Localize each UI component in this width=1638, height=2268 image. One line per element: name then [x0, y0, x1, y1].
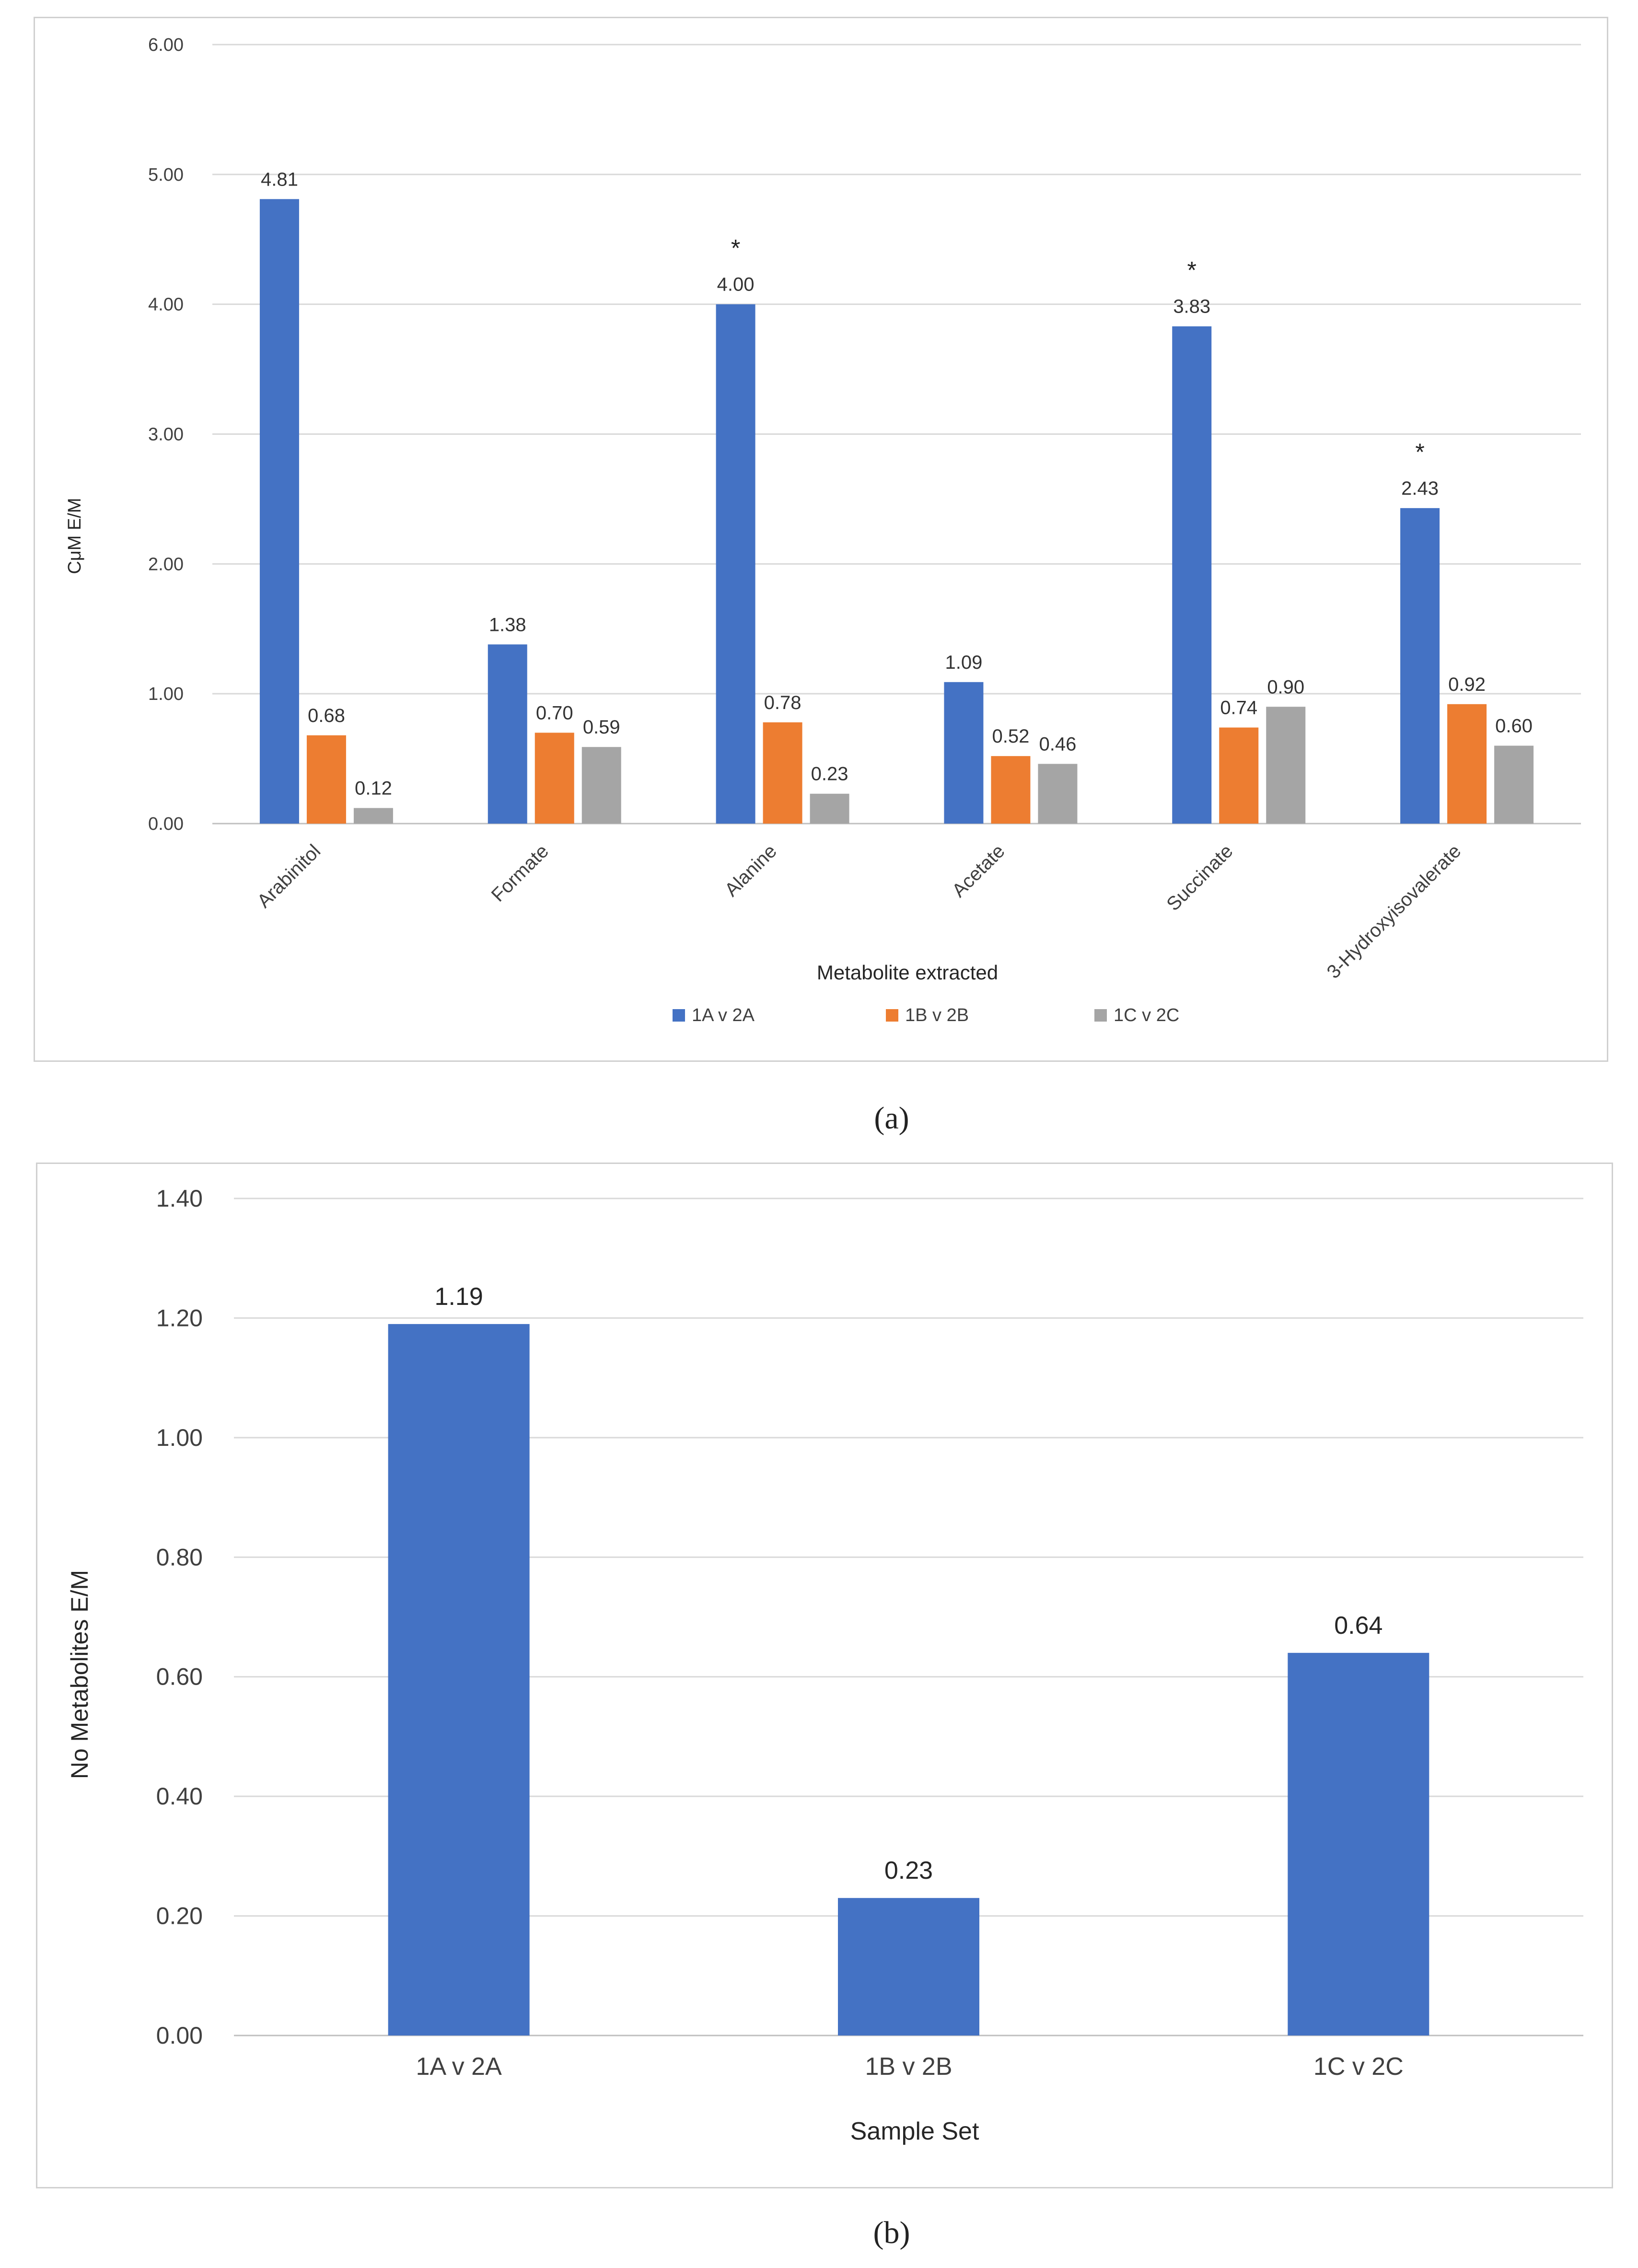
chart-a-bar [1494, 745, 1534, 824]
chart-b-bar [388, 1324, 530, 2035]
chart-a-data-label: 0.12 [355, 778, 392, 799]
chart-a-data-label: 0.23 [811, 764, 848, 785]
chart-a-bar [1172, 326, 1212, 824]
chart-b-data-label: 1.19 [435, 1283, 483, 1311]
chart-a-legend-label: 1A v 2A [692, 1005, 755, 1025]
chart-b-y-tick-label: 1.40 [156, 1185, 203, 1212]
chart-a-data-label: 0.60 [1495, 716, 1533, 737]
chart-a-data-label: 0.46 [1039, 733, 1076, 755]
chart-a-bar [1447, 704, 1487, 824]
chart-a-bar [944, 682, 984, 824]
chart-a-bar [716, 304, 755, 824]
chart-a: 0.00 1.00 2.00 3.00 4.00 5.00 6.00 4.81 0.68 0.1… [65, 35, 1581, 1025]
chart-a-significance-marker: * [1187, 257, 1197, 284]
chart-b-y-tick-label: 1.20 [156, 1304, 203, 1331]
chart-a-panel: 0.00 1.00 2.00 3.00 4.00 5.00 6.00 4.81 0.68 0.1… [34, 17, 1608, 1062]
chart-a-legend-label: 1C v 2C [1114, 1005, 1179, 1025]
chart-b-panel: 0.00 0.20 0.40 0.60 0.80 1.00 1.20 1.40 1.19 0.2… [36, 1163, 1613, 2188]
chart-b-bar [1288, 1652, 1429, 2035]
chart-b-x-tick-label: 1A v 2A [416, 2053, 502, 2081]
chart-a-bar [534, 733, 574, 824]
chart-a-y-tick-label: 1.00 [148, 684, 184, 704]
chart-a-x-tick-label: Succinate [1162, 840, 1237, 915]
chart-b-data-label: 0.64 [1334, 1612, 1382, 1640]
chart-b-x-tick-label: 1C v 2C [1313, 2053, 1404, 2081]
chart-a-legend-swatch [673, 1009, 685, 1022]
chart-a-bar [1266, 707, 1306, 824]
chart-a-data-label: 0.78 [764, 692, 802, 713]
chart-a-bar [259, 199, 299, 824]
chart-a-data-label: 3.83 [1173, 296, 1210, 317]
chart-b-data-label: 0.23 [884, 1857, 933, 1884]
chart-a-y-tick-label: 3.00 [148, 425, 184, 445]
chart-a-data-label: 0.70 [536, 702, 573, 723]
chart-a-bar [353, 808, 393, 824]
chart-a-data-label: 1.38 [489, 614, 526, 635]
chart-a-bar [488, 644, 527, 824]
chart-a-x-tick-label: Formate [488, 840, 553, 906]
chart-a-bar [810, 793, 849, 824]
chart-a-data-label: 0.92 [1448, 674, 1486, 695]
chart-b-bar [838, 1898, 979, 2035]
chart-a-data-label: 0.68 [308, 705, 345, 726]
chart-b-y-axis-title: No Metabolites E/M [66, 1570, 93, 1779]
chart-a-data-label: 0.52 [992, 726, 1029, 747]
chart-a-data-label: 4.81 [261, 169, 298, 190]
chart-a-significance-marker: * [731, 235, 740, 262]
chart-b: 0.00 0.20 0.40 0.60 0.80 1.00 1.20 1.40 1.19 0.2… [66, 1185, 1583, 2145]
chart-b-y-tick-label: 0.60 [156, 1663, 203, 1690]
chart-b-y-tick-label: 0.00 [156, 2022, 203, 2049]
chart-a-data-label: 2.43 [1401, 478, 1439, 499]
chart-a-y-tick-label: 2.00 [148, 554, 184, 574]
chart-a-x-tick-label: Alanine [720, 840, 780, 900]
chart-a-bar [1219, 727, 1259, 824]
chart-a-bar [306, 735, 346, 824]
chart-a-legend-swatch [886, 1009, 898, 1022]
chart-a-x-tick-label: Acetate [948, 840, 1009, 901]
chart-a-data-label: 4.00 [717, 274, 755, 295]
chart-b-y-tick-label: 0.80 [156, 1544, 203, 1570]
chart-a-bar [763, 722, 802, 824]
chart-a-bar [1038, 764, 1078, 824]
chart-a-y-tick-label: 6.00 [148, 35, 184, 55]
chart-a-x-tick-label: 3-Hydroxyisovalerate [1323, 840, 1465, 983]
chart-b-y-tick-label: 0.20 [156, 1903, 203, 1930]
chart-a-data-label: 0.74 [1220, 698, 1257, 719]
chart-a-significance-marker: * [1415, 439, 1424, 465]
chart-a-y-tick-label: 5.00 [148, 165, 184, 185]
chart-a-bar [991, 756, 1031, 824]
chart-a-data-label: 1.09 [945, 652, 982, 673]
chart-a-bar [581, 747, 621, 824]
chart-b-y-tick-label: 1.00 [156, 1424, 203, 1451]
chart-a-y-axis-title: CμM E/M [65, 498, 85, 574]
chart-a-caption: (a) [874, 1101, 909, 1136]
chart-a-data-label: 0.90 [1267, 676, 1304, 698]
chart-a-y-tick-label: 4.00 [148, 295, 184, 315]
chart-a-legend-swatch [1094, 1009, 1107, 1022]
chart-a-x-axis-title: Metabolite extracted [817, 961, 998, 984]
chart-b-y-tick-label: 0.40 [156, 1783, 203, 1810]
chart-a-y-tick-label: 0.00 [148, 814, 184, 834]
chart-a-x-tick-label: Arabinitol [253, 840, 325, 912]
chart-a-data-label: 0.59 [583, 717, 620, 738]
chart-b-caption: (b) [873, 2215, 910, 2250]
chart-b-x-axis-title: Sample Set [850, 2117, 979, 2145]
chart-a-bar [1400, 508, 1440, 824]
chart-b-x-tick-label: 1B v 2B [865, 2053, 952, 2081]
chart-a-legend-label: 1B v 2B [905, 1005, 969, 1025]
